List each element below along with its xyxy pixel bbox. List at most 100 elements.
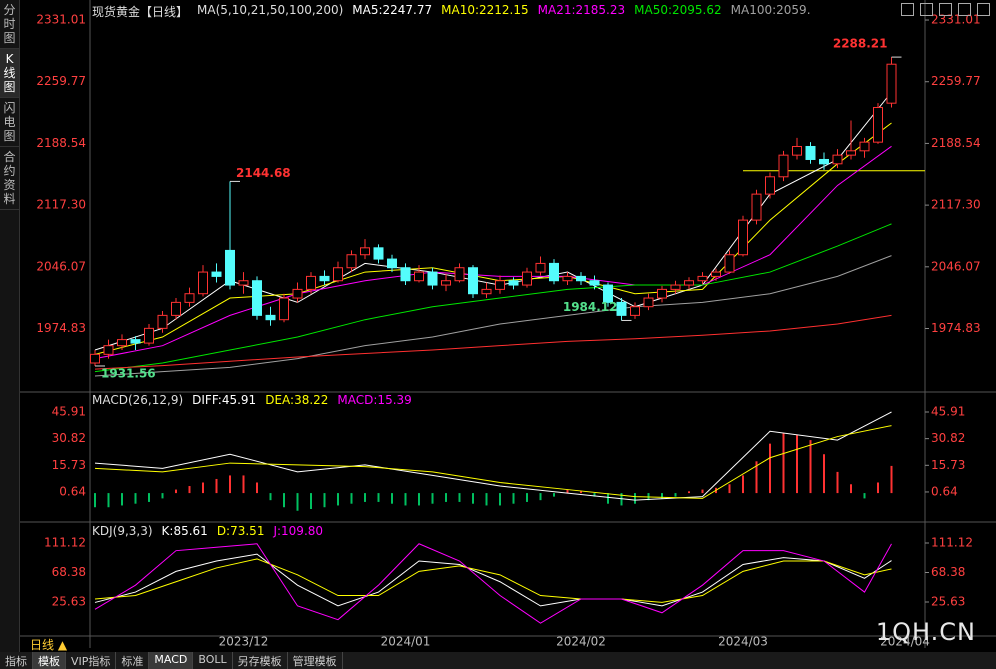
candle-body (792, 145, 802, 156)
y-tick-label: 25.63 (931, 594, 965, 608)
icon[interactable] (977, 3, 990, 16)
legend-entry: K:85.61 (161, 524, 208, 538)
y-tick-label: 2046.07 (931, 259, 981, 273)
candle-body (616, 301, 627, 316)
icon[interactable] (939, 3, 952, 16)
series-line (94, 425, 892, 499)
candle-body (184, 293, 195, 303)
candle-body (238, 280, 249, 286)
candle-body (576, 275, 586, 282)
y-tick-label: 30.82 (52, 431, 86, 445)
annotation: 1931.56 (101, 366, 156, 380)
legend-entry: MA5:2247.77 (352, 3, 433, 17)
candle-body (495, 280, 505, 290)
candle-body (819, 158, 829, 165)
y-tick-label: 0.64 (59, 484, 86, 498)
macd-header: MACD(26,12,9) DIFF:45.91 DEA:38.22 MACD:15.… (92, 393, 412, 409)
window-icons (901, 3, 990, 16)
legend-entry: D:73.51 (216, 524, 265, 538)
y-tick-label: 45.91 (931, 404, 965, 418)
y-tick-label: 2259.77 (931, 74, 981, 88)
watermark: 1QH.CN (875, 618, 976, 646)
candle-body (144, 327, 154, 344)
candle-body (130, 339, 141, 344)
y-tick-label: 111.12 (44, 536, 86, 550)
series-line (94, 223, 892, 373)
toolbar-button[interactable]: 另存模板 (233, 652, 288, 669)
period[interactable]: 日线 ▲ (30, 638, 68, 652)
candle-body (265, 314, 276, 321)
legend-entry: DIFF:45.91 (192, 393, 257, 407)
candle-body (171, 301, 181, 316)
y-tick-label: 2188.54 (931, 136, 981, 150)
candle-body (846, 150, 856, 156)
annotation: 2144.68 (236, 166, 291, 180)
candle-body (252, 280, 262, 316)
candle-body (414, 271, 424, 282)
toolbar-button[interactable]: 指标 (0, 652, 33, 669)
legend-entry: MA50:2095.62 (634, 3, 722, 17)
series-line (94, 558, 892, 603)
legend-entry: MA100:2059. (730, 3, 811, 17)
side-tab[interactable]: K线图 (0, 49, 19, 98)
toolbar-button[interactable]: BOLL (193, 652, 233, 669)
candle-body (211, 271, 222, 277)
candle-body (333, 267, 343, 282)
series-line (94, 553, 892, 607)
candle-body (859, 141, 870, 152)
y-tick-label: 0.64 (931, 484, 958, 498)
y-tick-label: 1974.83 (36, 321, 86, 335)
side-tab[interactable]: 分时图 (0, 0, 19, 49)
sidebar: 分时图 K线图 闪电图 合约资料 (0, 0, 20, 669)
toolbar-button[interactable]: 模板 (33, 652, 66, 669)
candle-body (454, 267, 465, 282)
candle-body (603, 284, 613, 303)
candle-body (657, 288, 667, 299)
toolbar-button[interactable]: 管理模板 (288, 652, 343, 669)
toolbar: 指标 模板 VIP指标 标准 MACD BOLL 另存模板 管理模板 (0, 652, 996, 669)
legend-entry: MA10:2212.15 (441, 3, 529, 17)
panel-title: KDJ(9,3,3) (92, 524, 153, 538)
icon[interactable] (901, 3, 914, 16)
icon[interactable] (958, 3, 971, 16)
candle-body (508, 280, 519, 286)
legend-entry: J:109.80 (273, 524, 324, 538)
toolbar-button[interactable]: VIP指标 (66, 652, 117, 669)
toolbar-button[interactable]: 标准 (116, 652, 150, 669)
legend-entry: MACD:15.39 (337, 393, 412, 407)
y-tick-label: 2331.01 (36, 13, 86, 27)
x-tick-label: 2023/12 (219, 635, 269, 649)
toolbar-button[interactable]: MACD (149, 652, 194, 669)
y-tick-label: 2046.07 (36, 259, 86, 273)
candle-body (346, 254, 357, 269)
icon[interactable] (920, 3, 933, 16)
y-tick-label: 68.38 (52, 565, 86, 579)
y-tick-label: 2331.01 (931, 13, 981, 27)
main-header: 现货黄金【日线】 MA(5,10,21,50,100,200) MA5:2247.7… (92, 3, 811, 19)
candle-body (360, 247, 370, 256)
candle-body (643, 297, 654, 308)
candle-body (117, 339, 127, 347)
side-tab[interactable]: 合约资料 (0, 147, 19, 210)
candle-body (670, 284, 681, 290)
x-tick-label: 2024/01 (381, 635, 431, 649)
side-tab[interactable]: 闪电图 (0, 98, 19, 147)
series-line (94, 255, 892, 377)
x-tick-label: 2024/04 (880, 635, 930, 649)
y-tick-label: 2188.54 (36, 136, 86, 150)
candle-body (387, 258, 397, 269)
candle-body (481, 288, 492, 295)
y-tick-label: 30.82 (931, 431, 965, 445)
candle-body (562, 275, 573, 282)
candle-body (225, 249, 235, 286)
candle-body (319, 275, 330, 282)
candle-body (279, 297, 289, 321)
candle-body (805, 145, 816, 160)
candle-body (765, 176, 775, 195)
series-line (94, 91, 892, 351)
candle-body (711, 271, 721, 277)
candle-body (549, 262, 559, 282)
y-tick-label: 45.91 (52, 404, 86, 418)
